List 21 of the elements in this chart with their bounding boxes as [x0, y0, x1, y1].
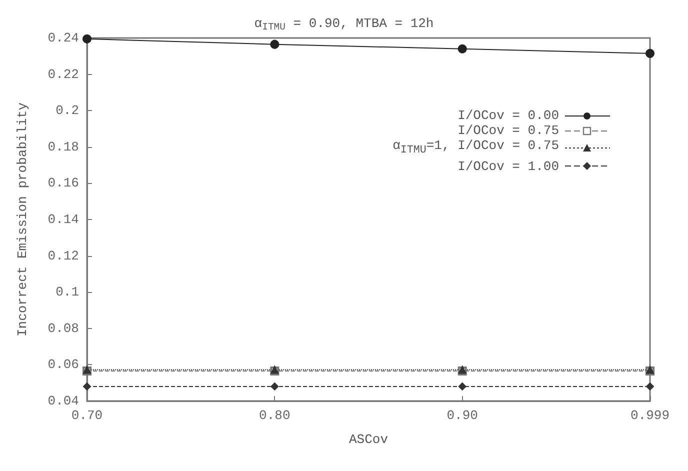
y-tick-label: 0.06 — [48, 357, 79, 372]
y-tick-label: 0.24 — [48, 30, 80, 46]
y-tick-label: 0.16 — [48, 176, 79, 191]
y-tick-label: 0.08 — [48, 320, 79, 336]
y-tick-label: 0.1 — [56, 284, 80, 300]
legend-label: I/OCov = 0.75 — [458, 123, 559, 138]
y-tick-label: 0.2 — [56, 103, 79, 118]
y-axis-title: Incorrect Emission probability — [15, 102, 30, 337]
x-tick-label: 0.80 — [259, 408, 290, 423]
y-tick-label: 0.12 — [48, 248, 79, 264]
y-tick-label: 0.18 — [48, 139, 79, 154]
y-tick-label: 0.04 — [48, 394, 80, 408]
x-tick-label: 0.999 — [630, 408, 670, 423]
x-tick-label: 0.70 — [71, 408, 103, 423]
legend-label: I/OCov = 1.00 — [458, 158, 559, 174]
x-tick-label: 0.90 — [446, 408, 478, 423]
legend-label: I/OCov = 0.00 — [458, 108, 559, 123]
y-tick-label: 0.14 — [48, 212, 80, 227]
y-tick-label: 0.22 — [48, 66, 79, 82]
legend-label: α$_{ITMU}$=1, I/OCov = 0.75 — [392, 138, 559, 159]
x-axis-title: ASCov — [348, 432, 388, 447]
